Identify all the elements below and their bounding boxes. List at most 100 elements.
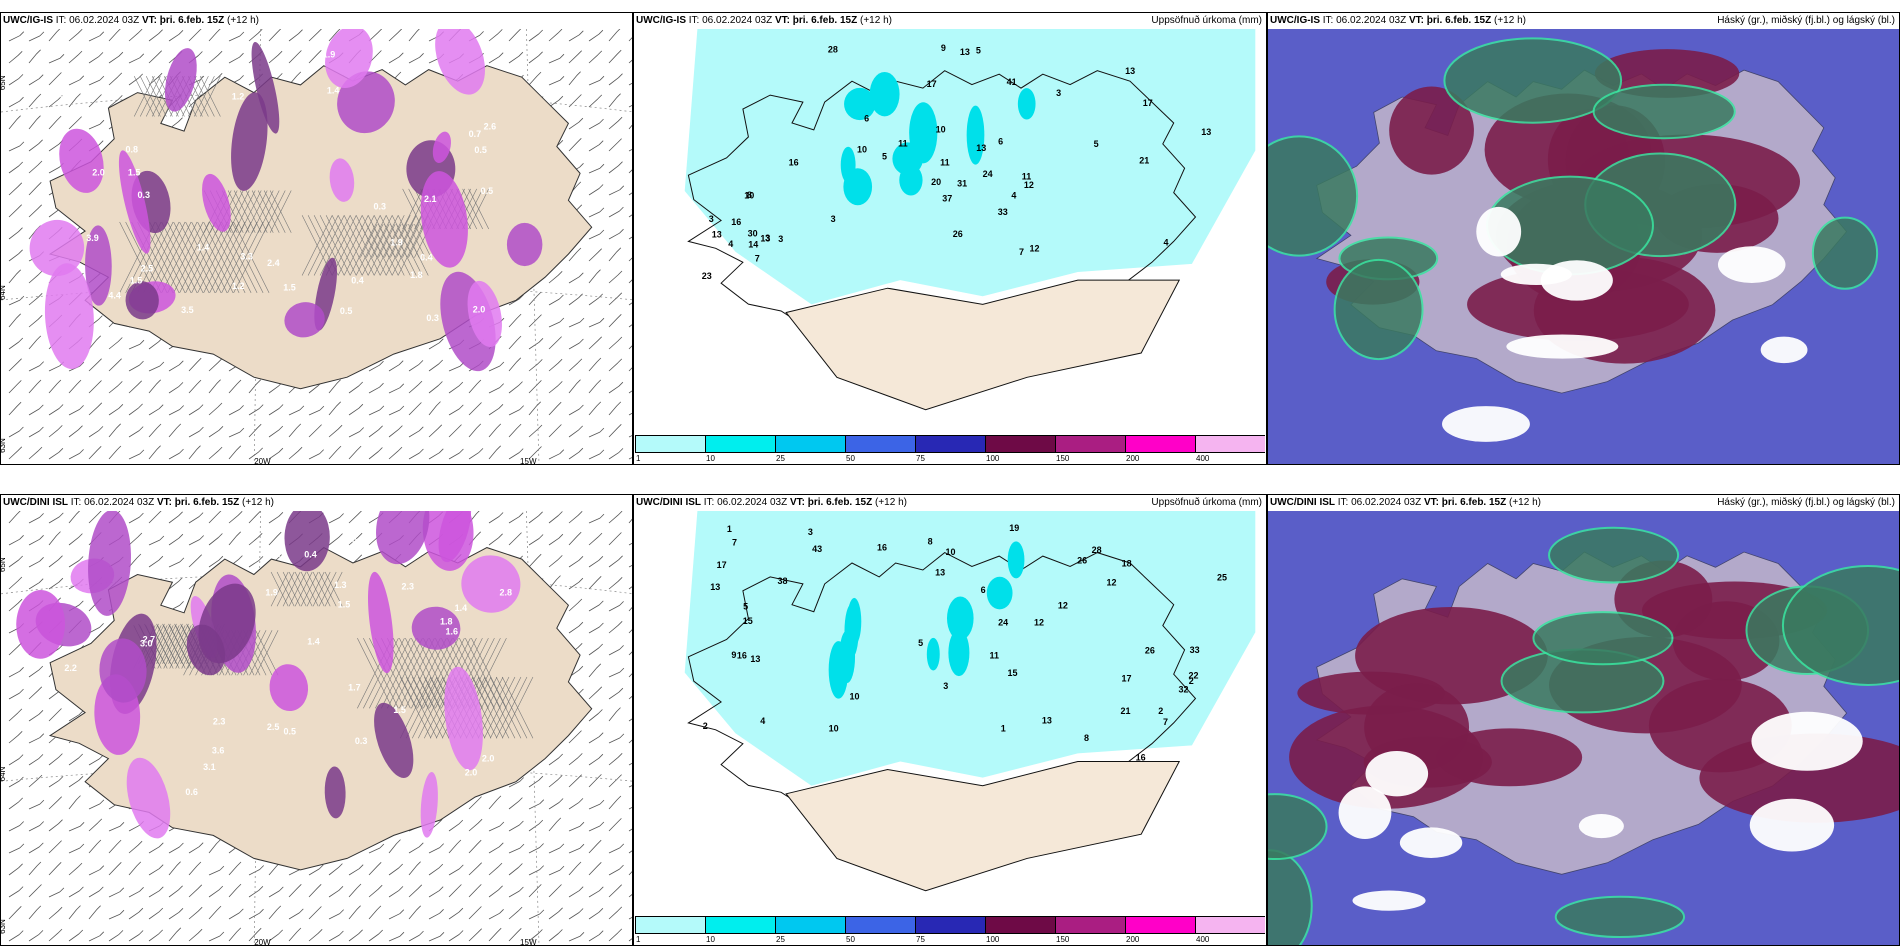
accum-label: 17 [1143,98,1153,108]
accum-label: 25 [1217,572,1227,582]
panel-dini-accum-precip: UWC/DINI ISL IT: 06.02.2024 03Z VT: þri.… [633,494,1267,946]
precip-rate-label: 1.4 [197,242,210,252]
precip-rate-label: 1.9 [323,49,336,59]
panel-dini-clouds: UWC/DINI ISL IT: 06.02.2024 03Z VT: þri.… [1267,494,1900,946]
colorbar: 1 10 25 50 75 100 150 200 400 [635,435,1265,463]
precip-rate-label: 3.5 [181,305,194,315]
precip-rate-label: 0.8 [352,536,365,546]
precip-rate-label: 2.0 [465,768,478,778]
colorbar-swatch [705,435,775,453]
map-ig-precip-rate: 0.41.41.20.82.13.93.52.53.31.51.81.91.52… [1,29,632,464]
panel-dini-wind-precip: UWC/DINI ISL IT: 06.02.2024 03Z VT: þri.… [0,494,633,946]
colorbar-swatch [705,916,775,934]
accum-label: 28 [1092,545,1102,555]
panel-subtitle: Uppsöfnuð úrkoma (mm) [1151,497,1262,508]
accum-label: 16 [877,542,887,552]
panel-header: UWC/DINI ISL IT: 06.02.2024 03Z VT: þri.… [3,497,274,508]
colorbar-label: 100 [986,935,1000,944]
precip-rate-label: 1.9 [265,588,278,598]
precip-rate-label: 1.3 [334,580,347,590]
precip-rate-label: 1.8 [410,270,423,280]
precip-shield-light [684,29,1256,305]
iceland-land [48,65,593,390]
accum-label: 8 [928,537,933,547]
precip-rate-label: 1.5 [283,283,296,293]
precip-rate-label: 2.8 [500,587,513,597]
colorbar-swatch [1195,435,1265,453]
precip-rate-label: 0.6 [185,787,198,797]
precip-rate-label: 0.5 [474,145,487,155]
accum-label: 11 [1022,171,1032,181]
colorbar-swatch [915,916,985,934]
precip-rate-label: 1.4 [327,86,340,96]
colorbar-swatch [635,916,705,934]
colorbar-swatch [635,435,705,453]
accum-label: 12 [1034,618,1044,628]
accum-label: 3 [709,214,714,224]
accum-label: 16 [737,651,747,661]
accum-label: 15 [1008,668,1018,678]
precip-cores [840,71,1036,206]
precip-blobs [16,511,521,839]
accum-label: 43 [812,544,822,554]
accum-label: 12 [1106,578,1116,588]
accum-label: 21 [1139,155,1149,165]
accum-label: 10 [857,145,867,155]
accum-label: 13 [935,567,945,577]
precip-rate-label: 2.0 [473,304,486,314]
precip-rate-label: 2.5 [141,263,154,273]
accum-label: 12 [1024,180,1034,190]
accum-label: 10 [829,723,839,733]
colorbar-label: 10 [706,454,715,463]
panel-ig-wind-precip: UWC/IG-IS IT: 06.02.2024 03Z VT: þri. 6.… [0,12,633,465]
colorbar-label: 75 [916,454,925,463]
axis-labels: 20W 15W 65N 64N 63N [1,557,537,945]
accum-label: 4 [728,239,733,249]
accum-label: 4 [1164,238,1169,248]
map-dini-clouds [1268,511,1899,945]
precip-cores [828,541,1025,699]
precip-rate-label: 2.3 [401,581,414,591]
accum-label: 28 [828,44,838,54]
map-ig-clouds [1268,29,1899,464]
precip-blobs [29,29,543,372]
accum-label: 2 [1158,706,1163,716]
accum-label: 5 [743,602,748,612]
colorbar-swatch [985,916,1055,934]
colorbar-swatch [1055,916,1125,934]
colorbar-swatch [845,916,915,934]
dry-land [785,760,1181,892]
panel-subtitle: Háský (gr.), miðský (fj.bl.) og lágský (… [1717,497,1895,508]
accum-label: 2 [703,721,708,731]
panel-subtitle: Háský (gr.), miðský (fj.bl.) og lágský (… [1717,15,1895,26]
precip-rate-label: 1.5 [338,600,351,610]
precip-rate-labels: 0.4 2.3 2.7 3.1 2.0 1.5 2.3 1.4 2.8 3.0 1.7 1.4 2.0 0… [64,536,512,796]
accum-label: 7 [755,254,760,264]
accum-label: 20 [931,177,941,187]
accum-label: 33 [998,207,1008,217]
accum-label: 10 [936,125,946,135]
accum-label: 5 [1094,139,1099,149]
colorbar-label: 75 [916,935,925,944]
precip-rate-label: 2.0 [482,753,495,763]
precip-shield-light [684,511,1256,786]
clear-areas [1338,711,1863,911]
colorbar-swatch [985,435,1055,453]
accum-label: 2 [1189,676,1194,686]
accum-label: 5 [976,46,981,56]
accum-label: 22 [1188,670,1198,680]
accum-label: 11 [990,651,1000,661]
accum-label: 13 [976,143,986,153]
accum-label: 3 [778,234,783,244]
precip-rate-label: 3.6 [212,745,225,755]
precip-rate-label: 0.4 [420,252,433,262]
precip-rate-label: 1.5 [393,705,406,715]
accum-label: 5 [918,638,923,648]
accum-label: 14 [748,239,758,249]
precip-rate-label: 2.5 [55,89,68,99]
lat-label-63n: 63N [1,919,7,934]
accum-label: 11 [940,157,950,167]
precip-rate-label: 1.2 [232,92,245,102]
